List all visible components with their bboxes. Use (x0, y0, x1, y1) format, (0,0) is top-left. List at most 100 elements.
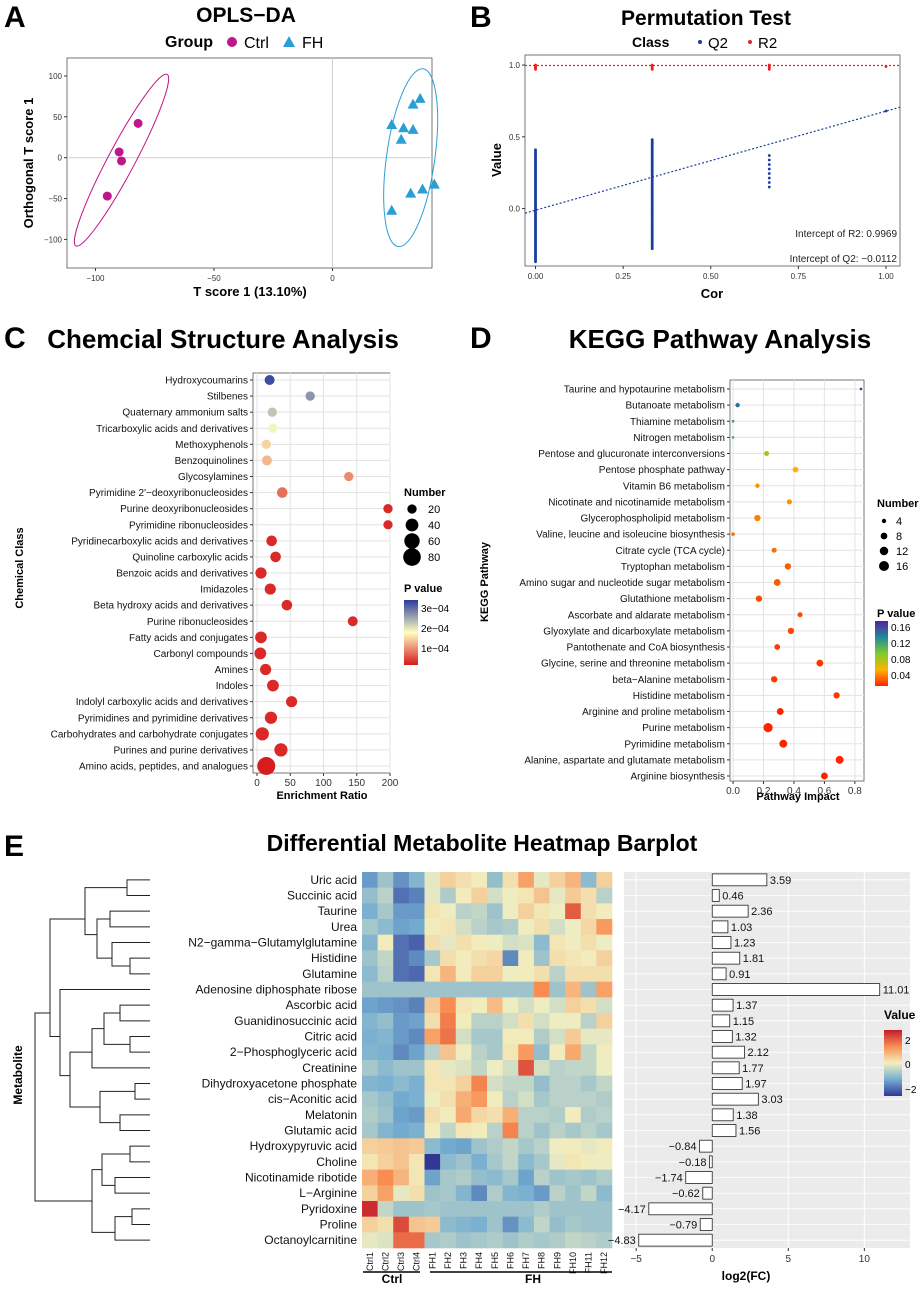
heatmap-cell (440, 1028, 457, 1045)
heatmap-cell (393, 1185, 410, 1202)
data-point (735, 402, 740, 408)
size-legend-label: 8 (896, 531, 902, 543)
panel-b-intercept-q2: Intercept of Q2: −0.0112 (790, 254, 898, 265)
data-point (774, 644, 781, 650)
sample-label: FH3 (459, 1252, 469, 1269)
heatmap-cell (424, 1201, 441, 1217)
heatmap-cell (440, 1138, 457, 1155)
size-legend-marker (880, 532, 888, 540)
heatmap-cell (471, 1154, 488, 1170)
heatmap-cell (455, 1060, 472, 1076)
legend-q2-marker (698, 40, 702, 44)
panel-a-ylabel: Orthogonal T score 1 (21, 98, 36, 229)
heatmap-cell (502, 1122, 519, 1139)
metabolite-label: Nicotinamide ribotide (245, 1171, 357, 1185)
heatmap-cell (362, 1013, 378, 1029)
panel-b-intercept-r2: Intercept of R2: 0.9969 (795, 229, 897, 240)
heatmap-cell (518, 1201, 535, 1217)
heatmap-cell (362, 997, 378, 1014)
heatmap-cell (518, 1154, 535, 1170)
heatmap-cell (362, 966, 378, 982)
heatmap-cell (362, 872, 378, 888)
bar (711, 1014, 731, 1028)
heatmap-cell (424, 1107, 441, 1123)
heatmap-cell (440, 919, 457, 935)
heatmap-cell (408, 1107, 425, 1123)
heatmap-cell (549, 1154, 566, 1170)
heatmap-cell (533, 1107, 550, 1123)
category-label: Benzoquinolines (175, 456, 248, 467)
sample-label: FH10 (568, 1252, 578, 1274)
data-point (755, 595, 763, 602)
heatmap-cell (565, 1028, 582, 1045)
heatmap-cell (502, 1091, 519, 1108)
heatmap-cell (455, 1075, 472, 1092)
data-point-q2 (767, 167, 771, 171)
heatmap-cell (518, 1185, 535, 1202)
data-point (274, 743, 288, 757)
metabolite-label: Ascorbic acid (286, 998, 357, 1012)
heatmap-cell (408, 919, 425, 935)
heatmap-cell (549, 1185, 566, 1202)
heatmap-cell (362, 1216, 378, 1233)
heatmap-cell (393, 1169, 410, 1186)
heatmap-cell (455, 1107, 472, 1123)
heatmap-cell (502, 1013, 519, 1029)
panel-c-title: Chemcial Structure Analysis (47, 324, 399, 354)
data-point (305, 391, 315, 401)
heatmap-cell (377, 1185, 394, 1202)
heatmap-cell (596, 981, 613, 998)
heatmap-cell (424, 997, 441, 1014)
x-tick-label: −100 (86, 274, 105, 283)
category-label: Tryptophan metabolism (621, 562, 725, 573)
data-point (264, 583, 276, 595)
heatmap-cell (471, 1138, 488, 1155)
heatmap-cell (424, 1122, 441, 1139)
heatmap-cell (455, 1169, 472, 1186)
heatmap-cell (518, 1075, 535, 1092)
heatmap-cell (487, 966, 503, 982)
data-point-r2 (650, 63, 654, 67)
heatmap-cell (471, 1044, 488, 1061)
category-label: Glutathione metabolism (620, 594, 725, 605)
data-point (254, 647, 267, 660)
heatmap-cell (580, 1075, 597, 1092)
heatmap-cell (580, 950, 597, 967)
heatmap-cell (471, 1107, 488, 1123)
heatmap-cell (580, 887, 597, 904)
heatmap-cell (362, 1107, 378, 1123)
heatmap-cell (549, 981, 566, 998)
x-tick-label: 0.0 (726, 786, 740, 797)
heatmap-cell (440, 1232, 457, 1249)
y-tick-label: 50 (53, 113, 62, 122)
panel-d-color-label-4: 0.04 (891, 671, 911, 682)
y-tick-label: 1.0 (509, 61, 521, 70)
dendro-branch (119, 1004, 150, 1022)
heatmap-cell (377, 1107, 394, 1123)
category-label: Amino sugar and nucleotide sugar metabol… (519, 578, 725, 589)
category-label: Nicotinate and nicotinamide metabolism (548, 497, 725, 508)
panel-c-color-label-2: 2e−04 (421, 624, 450, 635)
legend-r2-label: R2 (758, 35, 777, 52)
heatmap-cell (393, 1122, 410, 1139)
data-point-q2 (650, 138, 654, 142)
heatmap-cell (533, 919, 550, 935)
panel-c-ylabel: Chemical Class (14, 527, 26, 608)
heatmap-cell (362, 1138, 378, 1155)
category-label: Pantothenate and CoA biosynthesis (567, 643, 725, 654)
heatmap-cell (549, 872, 566, 888)
panel-e-bar-xlabel: log2(FC) (722, 1269, 771, 1283)
y-tick-label: 100 (49, 72, 63, 81)
heatmap-cell (596, 950, 613, 967)
category-label: Arginine and proline metabolism (582, 707, 725, 718)
heatmap-cell (502, 1232, 519, 1249)
sample-label: FH12 (599, 1252, 609, 1274)
data-point (787, 627, 795, 635)
category-label: Glycosylamines (178, 472, 248, 483)
heatmap-cell (533, 934, 550, 951)
panel-b-ylabel: Value (489, 143, 504, 177)
metabolite-label: Glutamic acid (284, 1124, 357, 1138)
heatmap-cell (580, 1013, 597, 1029)
dendro-branch (131, 1208, 150, 1225)
heatmap-cell (596, 1013, 613, 1029)
